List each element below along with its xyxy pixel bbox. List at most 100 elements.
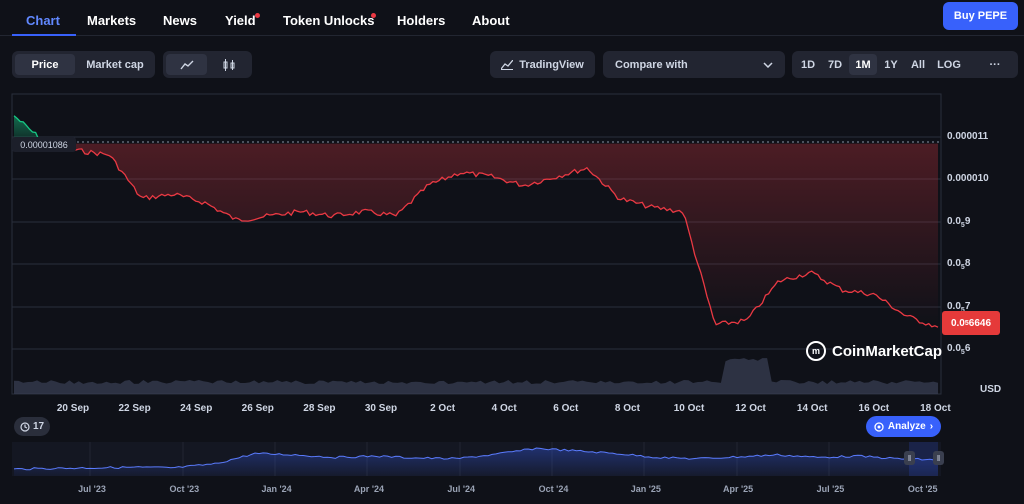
coinmarketcap-watermark: m CoinMarketCap	[806, 340, 942, 362]
range-button-1y[interactable]: 1Y	[884, 58, 898, 71]
x-axis-tick: 18 Oct	[920, 403, 951, 414]
navigator-tick: Oct '25	[907, 484, 938, 494]
navigator-tick: Jul '24	[447, 484, 476, 494]
volume-area	[14, 358, 938, 394]
y-axis-tick: 0.000011	[947, 131, 988, 144]
notification-dot	[255, 13, 260, 18]
active-tab-underline	[12, 34, 76, 36]
nav-tab-news[interactable]: News	[163, 13, 197, 28]
more-options-button[interactable]: ···	[989, 58, 1001, 71]
y-axis-tick: 0.056	[947, 343, 970, 356]
x-axis-tick: 4 Oct	[491, 403, 517, 414]
nav-tab-holders[interactable]: Holders	[397, 13, 446, 28]
top-nav: Chart Markets News Yield Token Unlocks Holder…	[0, 0, 1024, 36]
current-price-prefix: 0.0	[950, 317, 965, 329]
navigator-tick: Apr '24	[353, 484, 384, 494]
x-axis-tick: 2 Oct	[430, 403, 456, 414]
navigator-tick: Jan '24	[261, 484, 292, 494]
navigator-tick: Oct '24	[538, 484, 569, 494]
price-marketcap-toggle: Price Market cap	[12, 51, 155, 78]
price-tab[interactable]: Price	[15, 54, 75, 75]
range-button-log[interactable]: LOG	[937, 58, 961, 71]
x-axis-tick: 8 Oct	[614, 403, 640, 414]
nav-tab-yield[interactable]: Yield	[225, 13, 256, 28]
x-axis-tick: 30 Sep	[364, 403, 398, 414]
nav-tab-about[interactable]: About	[472, 13, 510, 28]
y-tick-suffix: 7	[964, 301, 971, 312]
tradingview-icon	[501, 59, 514, 70]
price-line-down	[60, 145, 939, 328]
current-price-tag: 0.0 5 6646	[942, 311, 1000, 335]
analyze-button[interactable]: Analyze ›	[866, 416, 941, 437]
y-tick-subscript: 5	[961, 307, 965, 314]
x-axis-tick: 20 Sep	[56, 403, 90, 414]
range-button-1m[interactable]: 1M	[849, 54, 877, 75]
y-tick-prefix: 0.000011	[947, 131, 989, 142]
current-price-subscript: 5	[964, 319, 969, 327]
x-axis-tick: 12 Oct	[735, 403, 766, 414]
y-tick-prefix: 0.0	[947, 258, 961, 269]
y-tick-suffix: 8	[964, 258, 971, 269]
y-tick-subscript: 5	[960, 349, 965, 356]
y-tick-subscript: 5	[960, 222, 965, 229]
range-handle-left[interactable]: ‖	[904, 451, 915, 465]
range-handle-right[interactable]: ‖	[933, 451, 944, 465]
x-axis-tick: 14 Oct	[796, 403, 828, 414]
currency-label: USD	[980, 384, 1002, 395]
time-range-toggle: 1D 7D 1M 1Y All LOG ···	[792, 51, 1018, 78]
buy-pepe-button[interactable]: Buy PEPE	[943, 2, 1018, 30]
watermark-text: CoinMarketCap	[832, 342, 943, 360]
range-button-1d[interactable]: 1D	[800, 58, 816, 71]
range-button-all[interactable]: All	[910, 58, 926, 71]
navigator-tick: Jan '25	[630, 484, 661, 494]
nav-tab-chart[interactable]: Chart	[26, 13, 60, 28]
events-badge[interactable]: 17	[14, 417, 50, 436]
range-button-7d[interactable]: 7D	[827, 58, 843, 71]
chevron-right-icon: ›	[929, 421, 934, 432]
y-axis-tick: 0.059	[947, 216, 970, 229]
y-tick-subscript: 5	[960, 264, 965, 271]
tradingview-label: TradingView	[519, 58, 584, 71]
x-axis-tick: 24 Sep	[180, 403, 213, 414]
tradingview-button[interactable]: TradingView	[490, 51, 595, 78]
x-axis-tick: 10 Oct	[673, 403, 705, 414]
x-axis-tick: 28 Sep	[303, 403, 336, 414]
y-tick-prefix: 0.0	[947, 301, 961, 312]
navigator-line	[13, 447, 939, 471]
navigator-tick: Oct '23	[169, 484, 200, 494]
y-axis-tick: 0.057	[947, 301, 970, 314]
analyze-icon	[874, 421, 884, 432]
compare-with-dropdown[interactable]: Compare with	[603, 51, 785, 78]
price-chart[interactable]	[0, 90, 1024, 486]
y-axis-tick: 0.058	[947, 258, 970, 271]
nav-tab-markets[interactable]: Markets	[87, 13, 137, 28]
x-axis-tick: 16 Oct	[858, 403, 890, 414]
y-tick-prefix: 0.0	[947, 216, 961, 227]
y-tick-suffix: 9	[964, 216, 971, 227]
chevron-down-icon	[763, 61, 773, 68]
notification-dot	[371, 13, 376, 18]
y-tick-prefix: 0.0	[947, 343, 961, 354]
x-axis-tick: 26 Sep	[241, 403, 274, 414]
marketcap-tab[interactable]: Market cap	[86, 58, 144, 71]
coinmarketcap-logo-icon: m	[806, 341, 826, 361]
x-axis-tick: 6 Oct	[553, 403, 579, 414]
navigator-area	[14, 448, 938, 476]
y-tick-prefix: 0.000010	[947, 173, 989, 184]
y-axis-tick: 0.000010	[947, 173, 989, 186]
start-price-tag: 0.00001086	[12, 137, 76, 152]
navigator-tick: Jul '23	[78, 484, 106, 494]
candlestick-icon	[223, 58, 235, 71]
analyze-label: Analyze	[887, 421, 926, 432]
price-area-fill-red	[60, 143, 938, 328]
x-axis-tick: 22 Sep	[118, 403, 151, 414]
chart-type-toggle	[163, 51, 252, 78]
events-count: 17	[32, 421, 45, 432]
history-icon	[20, 421, 30, 432]
nav-tab-token-unlocks[interactable]: Token Unlocks	[283, 13, 375, 28]
navigator-tick: Jul '25	[816, 484, 845, 494]
compare-label: Compare with	[615, 58, 688, 71]
candlestick-button[interactable]	[209, 54, 249, 75]
line-chart-icon	[179, 60, 193, 69]
line-chart-button[interactable]	[166, 54, 207, 75]
